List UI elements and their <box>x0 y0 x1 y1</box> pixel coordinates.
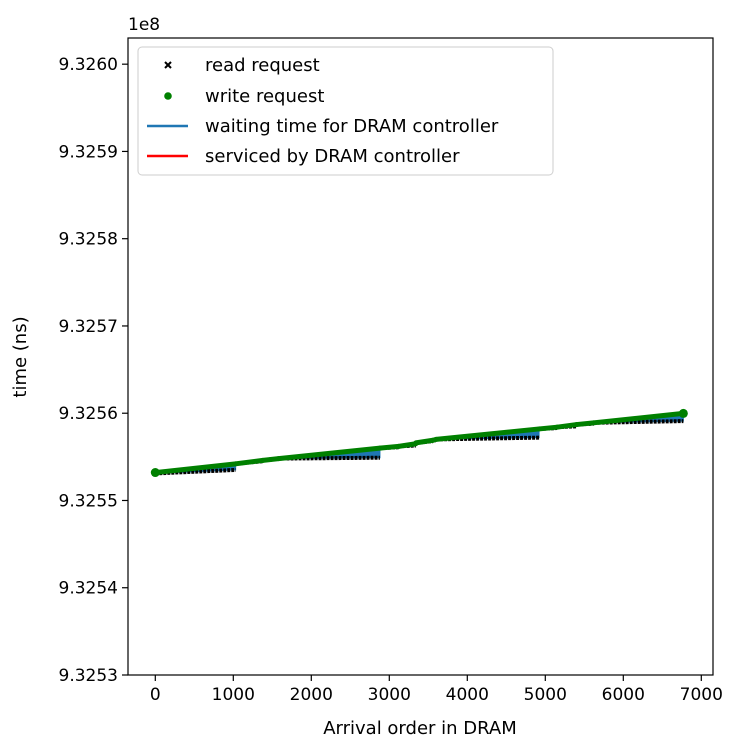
y-tick-label-3: 9.3256 <box>59 404 118 424</box>
x-tick-label-7: 7000 <box>680 685 723 705</box>
write-requests-10 <box>536 424 560 432</box>
write-request-start <box>150 468 160 478</box>
x-tick-label-6: 6000 <box>602 685 645 705</box>
write-requests-5 <box>377 443 402 451</box>
write-requests-6 <box>396 441 419 449</box>
y-axis-label: time (ns) <box>10 316 31 397</box>
write-requests-1 <box>233 457 266 467</box>
legend-write-marker <box>164 92 172 100</box>
y-tick-label-7: 9.3260 <box>59 55 118 75</box>
x-axis-ticks: 0 1000 2000 3000 4000 5000 6000 7000 <box>150 675 723 705</box>
legend-box <box>137 46 554 176</box>
x-tick-label-0: 0 <box>150 685 161 705</box>
write-requests-13 <box>591 410 686 426</box>
legend-label-3: serviced by DRAM controller <box>205 146 460 167</box>
plot-frame <box>127 37 714 676</box>
legend-label-1: write request <box>205 86 324 107</box>
x-tick-label-1: 1000 <box>212 685 255 705</box>
write-requests-0 <box>152 461 239 476</box>
y-tick-label-5: 9.3258 <box>59 230 118 250</box>
legend-label-0: read request <box>205 55 320 76</box>
write-requests-12 <box>574 420 597 428</box>
legend-label-2: waiting time for DRAM controller <box>205 116 499 137</box>
y-tick-label-6: 9.3259 <box>59 142 118 162</box>
y-tick-label-1: 9.3254 <box>59 579 118 599</box>
write-requests-4 <box>276 445 383 462</box>
write-requests-11 <box>554 422 579 430</box>
write-request-points <box>150 408 688 478</box>
x-tick-label-4: 4000 <box>446 685 489 705</box>
write-requests-9 <box>433 426 542 442</box>
x-tick-label-2: 2000 <box>290 685 333 705</box>
y-tick-label-0: 9.3253 <box>59 666 118 686</box>
write-request-end <box>678 408 688 418</box>
y-tick-label-4: 9.3257 <box>59 317 118 337</box>
x-tick-label-5: 5000 <box>524 685 567 705</box>
x-tick-label-3: 3000 <box>368 685 411 705</box>
y-tick-label-2: 9.3255 <box>59 491 118 511</box>
legend-read-marker <box>164 61 172 69</box>
legend: read request write request waiting time fo… <box>137 46 554 176</box>
y-axis-ticks: 9.3253 9.3254 9.3255 9.3256 9.3257 9.3258 9.32… <box>59 55 128 686</box>
y-offset-text: 1e8 <box>128 15 160 35</box>
write-requests-7 <box>413 437 436 446</box>
x-axis-label: Arrival order in DRAM <box>323 718 517 739</box>
